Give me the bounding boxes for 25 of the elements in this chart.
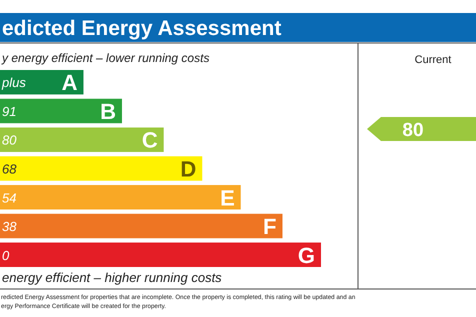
y-tick-label: 54 [2,190,16,206]
y-tick-label: plus [1,75,26,90]
annotation: F [263,214,276,240]
annotation: C [142,128,158,153]
bar [0,156,202,181]
y-tick-label: 38 [2,219,18,234]
y-tick-label: 80 [2,132,18,148]
text: 80 [402,120,424,141]
text: Current [414,54,452,66]
text: y energy efficient – lower running costs [1,51,210,65]
text: energy efficient – higher running costs [2,270,222,285]
annotation: G [298,242,315,268]
chart-title: edicted Energy Assessment [2,17,282,40]
annotation: B [100,98,116,124]
y-tick-label: 68 [2,162,18,176]
bar [0,128,164,152]
annotation: E [220,185,235,210]
bar [0,214,282,238]
bar [0,98,122,124]
bar [0,242,321,267]
annotation: D [180,156,196,182]
y-tick-label: 0 [2,248,10,263]
bar [0,185,241,210]
annotation: A [62,70,78,96]
y-tick-label: 91 [2,104,16,119]
